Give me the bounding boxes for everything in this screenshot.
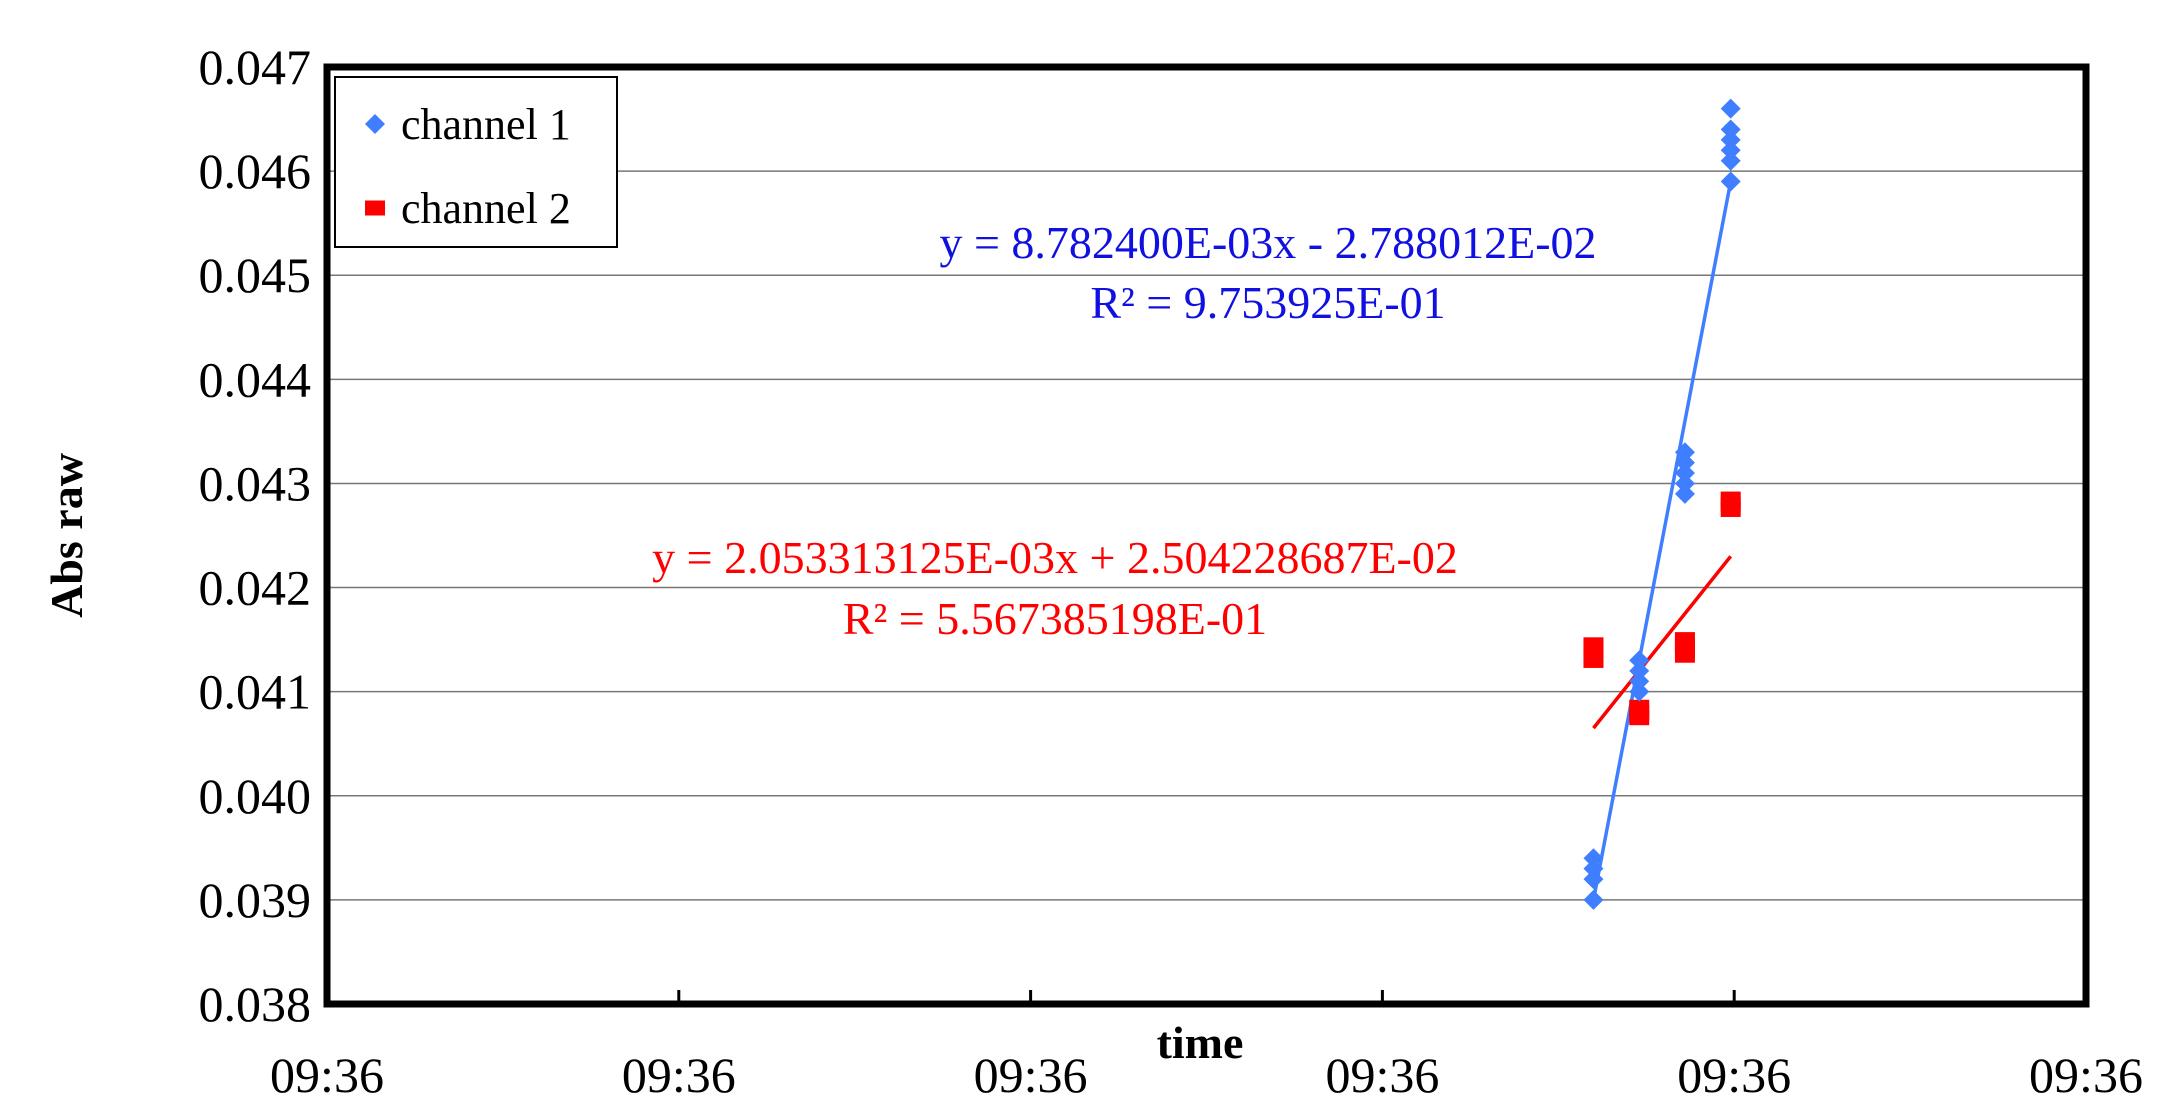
channel-2-r-squared: R² = 5.567385198E-01 [843, 593, 1267, 644]
y-tick-label: 0.042 [199, 560, 312, 616]
series-1-point [1674, 483, 1695, 504]
trendlines [1591, 181, 1733, 901]
x-tick-label: 09:36 [2029, 1047, 2143, 1103]
series-1-point [1629, 650, 1650, 671]
series-1-point [1629, 681, 1650, 702]
legend-label-2: channel 2 [401, 184, 571, 233]
y-tick-labels: 0.038 0.039 0.040 0.041 0.042 0.043 0.044 0.045… [199, 39, 312, 1032]
series-1-point [1674, 452, 1695, 473]
y-tick-label: 0.047 [199, 39, 312, 95]
y-tick-label: 0.039 [199, 872, 312, 928]
data-points [1583, 98, 1741, 910]
y-tick-label: 0.046 [199, 143, 312, 199]
series-1-point [1720, 98, 1741, 119]
y-tick-label: 0.044 [199, 351, 312, 407]
y-tick-label: 0.043 [199, 455, 312, 511]
y-tick-label: 0.038 [199, 976, 312, 1032]
series-1-point [1583, 858, 1604, 879]
series-1-point [1583, 848, 1604, 869]
series-1-point [1720, 129, 1741, 150]
x-tick-label: 09:36 [622, 1047, 736, 1103]
y-tick-label: 0.045 [199, 247, 312, 303]
series-1-point [1674, 463, 1695, 484]
series-1-point [1720, 119, 1741, 140]
series-1-point [1674, 473, 1695, 494]
legend-marker-1 [365, 114, 385, 134]
channel-1-trendline-equation: y = 8.782400E-03x - 2.788012E-02 [939, 217, 1596, 268]
x-tick-label: 09:36 [1677, 1047, 1791, 1103]
series-1-point [1629, 660, 1650, 681]
channel-2-trendline-equation: y = 2.053313125E-03x + 2.504228687E-02 [652, 532, 1458, 583]
series-2-point [1674, 632, 1695, 648]
series-2-point [1720, 491, 1741, 507]
series-2-point [1583, 637, 1604, 653]
series-2-trendline [1592, 555, 1733, 730]
y-tick-label: 0.040 [199, 768, 312, 824]
x-axis-title: time [1157, 1017, 1244, 1068]
legend-box [334, 76, 618, 248]
series-1-point [1674, 442, 1695, 463]
y-tick-label: 0.041 [199, 664, 312, 720]
x-tick-labels: 09:36 09:36 09:36 09:36 09:36 09:36 [270, 1047, 2143, 1103]
trendline-annotations: y = 8.782400E-03x - 2.788012E-02 R² = 9.… [652, 217, 1596, 644]
x-tick-label: 09:36 [270, 1047, 384, 1103]
legend-marker-2 [365, 200, 385, 216]
series-1-point [1629, 671, 1650, 692]
series-1-point [1583, 869, 1604, 890]
legend: channel 1 channel 2 [334, 76, 618, 248]
plot-area-frame [323, 63, 2090, 1008]
legend-label-1: channel 1 [401, 100, 571, 149]
grid-lines [327, 170, 2086, 901]
y-axis-title: Abs raw [41, 453, 92, 618]
x-tick-label: 09:36 [1325, 1047, 1439, 1103]
series-2-point [1629, 699, 1650, 715]
channel-1-r-squared: R² = 9.753925E-01 [1090, 277, 1445, 328]
x-tick-label: 09:36 [974, 1047, 1088, 1103]
series-1-point [1583, 889, 1604, 910]
series-1-point [1720, 150, 1741, 171]
series-1-trendline [1591, 181, 1733, 901]
series-1-point [1720, 171, 1741, 192]
series-1-point [1720, 140, 1741, 161]
